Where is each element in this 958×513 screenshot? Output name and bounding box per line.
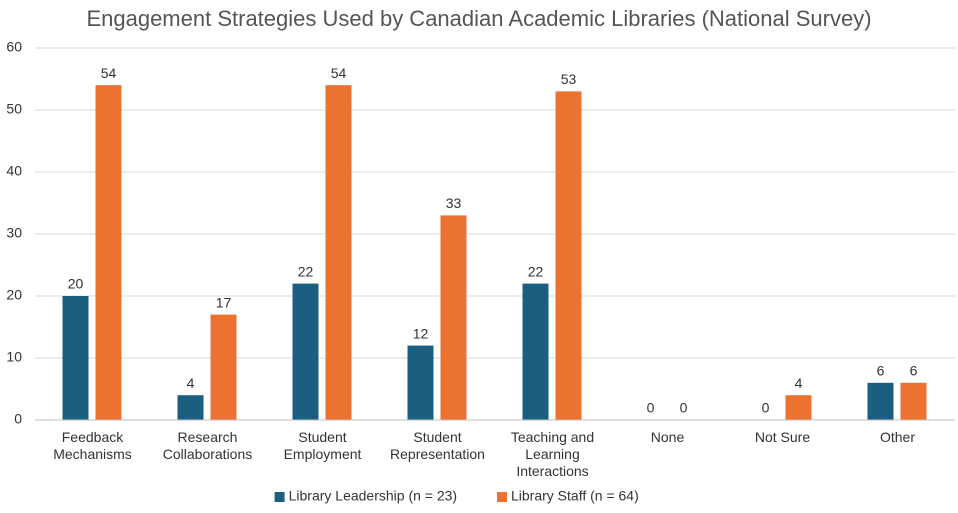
data-label: 17	[216, 294, 232, 310]
data-label: 0	[762, 400, 770, 416]
bar	[785, 395, 812, 420]
data-label: 20	[68, 276, 84, 292]
data-label: 53	[561, 71, 577, 87]
x-tick-label: Other	[879, 429, 915, 445]
bar	[522, 283, 549, 420]
bar	[95, 85, 122, 420]
y-tick-label: 50	[6, 101, 22, 117]
x-tick-label: Feedback Mechanisms	[53, 429, 132, 462]
bar	[62, 296, 89, 420]
x-tick-label: None	[650, 429, 685, 445]
legend-swatch	[497, 492, 507, 502]
bar	[292, 283, 319, 420]
chart-title: Engagement Strategies Used by Canadian A…	[86, 6, 871, 31]
y-tick-label: 30	[6, 225, 22, 241]
data-label: 12	[413, 325, 429, 341]
x-tick-label: Research Collaborations	[162, 429, 253, 462]
bar	[210, 314, 237, 420]
y-tick-label: 20	[6, 287, 22, 303]
legend-label: Library Leadership (n = 23)	[289, 488, 458, 504]
bar	[867, 382, 894, 420]
data-label: 22	[298, 263, 314, 279]
bar	[555, 91, 582, 421]
bar	[177, 395, 204, 420]
y-tick-label: 0	[14, 411, 22, 427]
y-tick-label: 40	[6, 163, 22, 179]
data-label: 22	[528, 263, 544, 279]
data-label: 33	[446, 195, 462, 211]
bar	[440, 215, 467, 420]
y-tick-label: 60	[6, 39, 22, 55]
x-tick-label: Not Sure	[754, 429, 811, 445]
x-tick-label: Student Representation	[390, 429, 485, 462]
data-label: 54	[331, 65, 347, 81]
x-tick-label: Teaching and Learning Interactions	[510, 429, 595, 479]
bar	[325, 85, 352, 420]
data-label: 54	[101, 65, 117, 81]
legend-label: Library Staff (n = 64)	[511, 488, 639, 504]
bar	[900, 382, 927, 420]
legend-swatch	[274, 492, 285, 502]
x-tick-label: Student Employment	[283, 429, 362, 462]
data-label: 6	[910, 363, 918, 379]
data-label: 6	[877, 363, 885, 379]
data-label: 4	[187, 375, 195, 391]
data-label: 0	[680, 400, 688, 416]
data-label: 4	[795, 375, 803, 391]
y-tick-label: 10	[6, 349, 22, 365]
data-label: 0	[647, 400, 655, 416]
bar	[407, 345, 434, 420]
